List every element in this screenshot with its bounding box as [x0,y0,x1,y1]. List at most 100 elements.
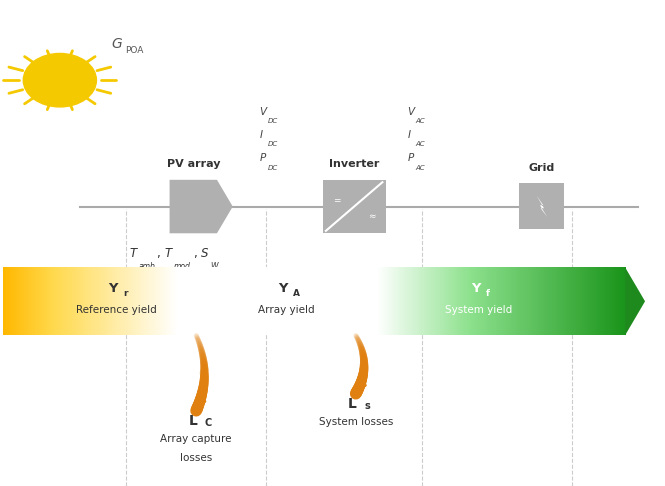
Bar [592,267,594,335]
Bar [624,267,626,335]
Bar [467,267,468,335]
Bar [443,267,444,335]
Bar [44,267,45,335]
Bar [581,267,583,335]
Bar [20,267,21,335]
Bar [448,267,450,335]
Bar [504,267,505,335]
Bar [193,267,195,335]
Bar [96,267,98,335]
Bar [255,267,257,335]
Bar [228,267,230,335]
Bar [33,267,34,335]
Bar [311,267,313,335]
Bar [619,267,620,335]
Bar [387,267,388,335]
Bar [47,267,49,335]
Polygon shape [537,195,547,217]
Bar [287,267,289,335]
Bar [493,267,495,335]
Bar [206,267,208,335]
Bar [561,267,563,335]
Bar [83,267,85,335]
Bar [525,267,527,335]
Bar [441,267,442,335]
Bar [185,267,186,335]
Bar [92,267,94,335]
Bar [239,267,240,335]
Bar [46,267,47,335]
Bar [464,267,465,335]
Bar [412,267,414,335]
Bar [570,267,572,335]
Bar [495,267,496,335]
Bar [176,267,177,335]
Bar [551,267,552,335]
Bar [65,267,67,335]
Bar [331,267,332,335]
Bar [9,267,10,335]
Bar [606,267,608,335]
Bar [582,267,583,335]
Text: L: L [188,414,198,428]
Bar [536,267,538,335]
Text: AC: AC [416,165,425,171]
Bar [400,267,402,335]
Bar [573,267,574,335]
Text: ,: , [156,247,160,260]
Bar [516,267,518,335]
Bar [549,267,551,335]
Bar [354,267,356,335]
Bar [45,267,47,335]
Bar [102,267,104,335]
Bar [388,267,390,335]
Bar [180,267,181,335]
Bar [299,267,301,335]
Bar [327,267,329,335]
Bar [579,267,581,335]
Bar [597,267,598,335]
Bar [420,267,422,335]
Bar [610,267,611,335]
Bar [508,267,509,335]
Bar [391,267,392,335]
Bar [565,267,567,335]
Bar [183,267,184,335]
Bar [386,267,388,335]
Bar [423,267,425,335]
Bar [75,267,76,335]
Bar [521,267,522,335]
Bar [602,267,604,335]
Bar [588,267,589,335]
Bar [471,267,472,335]
Bar [223,267,225,335]
Bar [356,267,358,335]
Bar [517,267,519,335]
Bar [155,267,156,335]
Bar [85,267,87,335]
Bar [56,267,58,335]
Bar [380,267,381,335]
Bar [382,267,383,335]
Bar [224,267,225,335]
Bar [467,267,469,335]
Bar [174,267,176,335]
Bar [302,267,303,335]
Bar [449,267,451,335]
Bar [143,267,145,335]
Bar [285,267,287,335]
Text: T: T [130,247,137,260]
Text: System yield: System yield [445,305,513,315]
Bar [477,267,479,335]
Bar [451,267,453,335]
Bar [335,267,336,335]
Bar [506,267,507,335]
Bar [161,267,162,335]
Bar [24,267,26,335]
Bar [367,267,369,335]
Bar [51,267,53,335]
Bar [126,267,128,335]
Bar [124,267,126,335]
Bar [190,267,192,335]
Text: P: P [408,153,414,163]
